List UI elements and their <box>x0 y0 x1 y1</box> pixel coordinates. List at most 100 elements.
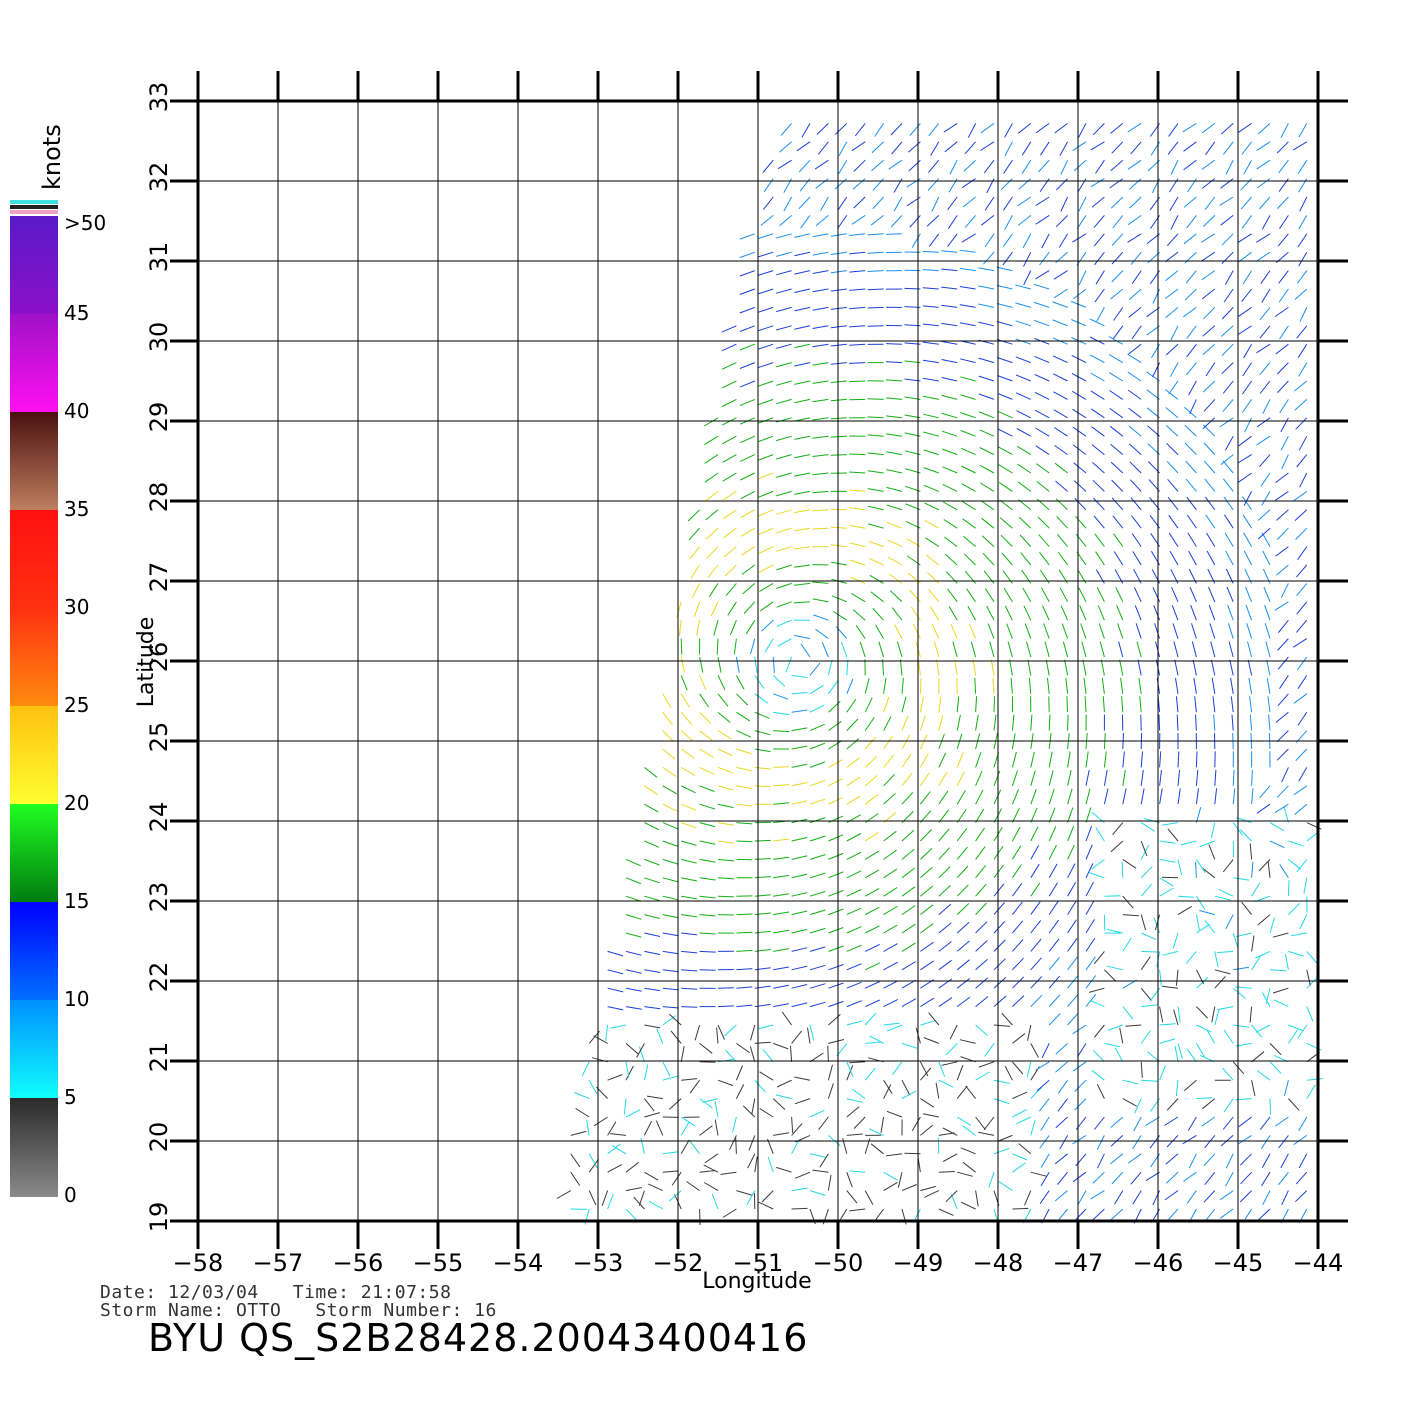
wind-vector <box>813 344 829 347</box>
wind-vector <box>1257 160 1270 169</box>
wind-vector <box>1042 234 1049 248</box>
wind-vector <box>1274 1000 1289 1007</box>
wind-vector <box>740 344 755 350</box>
wind-vector <box>1222 307 1233 319</box>
wind-vector <box>1241 1172 1252 1184</box>
product-title: BYU QS_S2B28428.20043400416 <box>148 1316 808 1360</box>
wind-vector <box>663 749 675 759</box>
wind-vector <box>948 234 958 247</box>
wind-vector <box>898 1172 902 1188</box>
wind-vector <box>1266 988 1270 1004</box>
wind-vector <box>1141 915 1145 930</box>
wind-vector <box>833 612 847 621</box>
wind-vector <box>868 471 884 473</box>
wind-vector <box>794 1077 810 1080</box>
wind-vector <box>1278 234 1288 246</box>
wind-vector <box>886 380 902 381</box>
wind-vector <box>1183 307 1196 316</box>
wind-vector <box>1086 789 1090 805</box>
wind-vector <box>1074 463 1086 473</box>
wind-vector <box>929 589 939 601</box>
wind-vector <box>663 970 679 972</box>
wind-vector <box>1086 938 1095 951</box>
wind-vector <box>888 540 903 547</box>
wind-vector <box>978 1132 994 1135</box>
wind-vector <box>589 1080 597 1094</box>
wind-vector <box>1299 363 1307 377</box>
wind-vector <box>715 1101 718 1117</box>
wind-vector <box>923 360 939 362</box>
wind-vector <box>718 712 730 722</box>
wind-vector <box>1068 882 1076 896</box>
wind-vector <box>828 965 843 970</box>
wind-vector <box>1205 1172 1215 1185</box>
wind-vector <box>705 491 718 501</box>
wind-vector <box>1226 1154 1233 1168</box>
wind-vector <box>1258 1209 1270 1220</box>
wind-vector <box>979 358 994 363</box>
wind-vector <box>849 326 865 327</box>
wind-vector <box>889 574 902 583</box>
wind-vector <box>728 602 737 616</box>
wind-vector <box>1188 533 1197 547</box>
wind-vector <box>1203 344 1215 355</box>
wind-vector <box>951 624 957 639</box>
wind-vector <box>1300 915 1307 929</box>
wind-vector <box>1130 197 1142 208</box>
wind-vector <box>1112 142 1123 154</box>
wind-vector <box>740 271 755 277</box>
wind-vector <box>1278 694 1289 706</box>
wind-vector <box>1223 399 1233 411</box>
wind-vector <box>1136 623 1141 638</box>
wind-vector <box>1068 920 1077 933</box>
wind-vector <box>1300 473 1307 487</box>
wind-vector <box>1123 770 1126 786</box>
wind-vector <box>704 1183 718 1191</box>
wind-vector <box>920 734 927 749</box>
wind-vector <box>998 411 1013 418</box>
colorbar-segment <box>10 216 58 315</box>
wind-vector <box>1250 844 1251 860</box>
wind-vector <box>813 615 828 620</box>
wind-vector <box>1263 399 1270 413</box>
wind-vector <box>1128 1154 1141 1163</box>
wind-vector <box>1276 712 1288 722</box>
wind-vector <box>780 142 792 153</box>
wind-vector <box>1141 770 1143 786</box>
wind-vector <box>1059 234 1067 248</box>
wind-vector <box>1223 479 1233 492</box>
wind-vector <box>1155 623 1160 638</box>
wind-vector <box>957 753 963 768</box>
wind-vector <box>1224 497 1233 510</box>
wind-vector <box>1090 355 1104 363</box>
wind-vector <box>920 924 933 934</box>
wind-vector <box>1196 977 1208 988</box>
wind-vector <box>626 915 641 920</box>
wind-vector <box>1012 1163 1025 1172</box>
wind-vector <box>704 418 718 426</box>
wind-vector <box>1293 142 1307 150</box>
wind-vector <box>1173 623 1178 638</box>
wind-vector <box>1241 179 1252 191</box>
wind-vector <box>1056 215 1067 226</box>
wind-vector <box>902 1091 916 1099</box>
wind-vector <box>924 1191 939 1198</box>
wind-vector <box>1169 381 1178 394</box>
wind-vector <box>1278 620 1288 633</box>
wind-vector <box>725 565 737 576</box>
wind-vector <box>1036 1062 1050 1070</box>
colorbar-tick-label: 20 <box>64 791 89 815</box>
wind-vector <box>1280 399 1289 413</box>
wind-vector <box>934 642 938 657</box>
wind-vector <box>1068 901 1077 915</box>
wind-vector <box>1012 921 1022 933</box>
wind-vector <box>792 710 808 712</box>
wind-vector <box>1202 868 1215 878</box>
wind-vector <box>1123 938 1132 952</box>
wind-vector <box>852 142 865 151</box>
wind-vector <box>792 948 808 952</box>
wind-vector <box>984 1117 994 1130</box>
wind-vector <box>838 197 847 210</box>
wind-vector <box>718 878 734 879</box>
